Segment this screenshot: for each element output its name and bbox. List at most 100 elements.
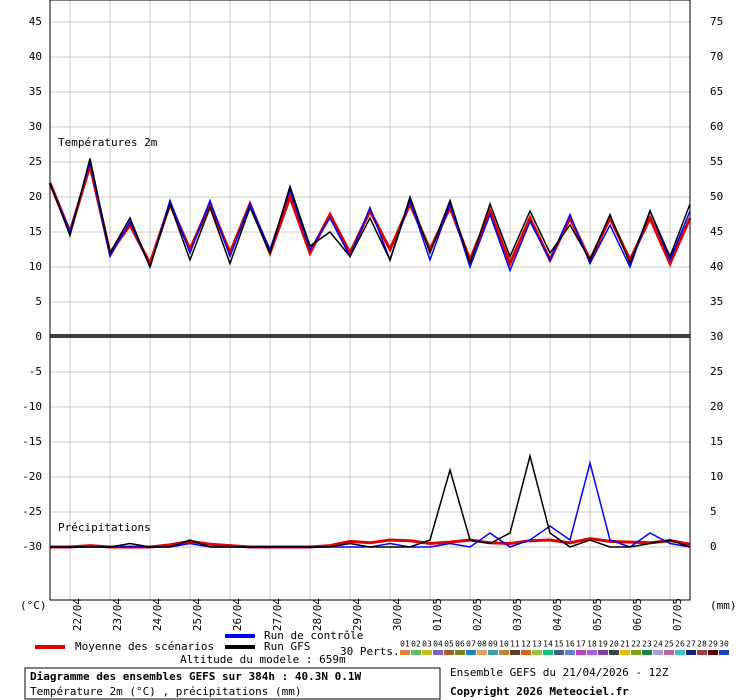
pert-label: 05 xyxy=(444,640,454,649)
plot-frame xyxy=(49,0,691,601)
pert-label: 25 xyxy=(664,640,674,649)
pert-label: 28 xyxy=(697,640,707,649)
x-tick-label: 24/04 xyxy=(151,598,164,631)
pert-label: 04 xyxy=(433,640,443,649)
x-tick-label: 23/04 xyxy=(111,598,124,631)
pert-swatch xyxy=(664,650,674,655)
run-info: Ensemble GEFS du 21/04/2026 - 12Z xyxy=(450,666,669,679)
pert-label: 24 xyxy=(653,640,663,649)
pert-label: 21 xyxy=(620,640,630,649)
pert-swatch xyxy=(598,650,608,655)
y-tick-label: 10 xyxy=(29,260,42,273)
y-tick-label: -15 xyxy=(22,435,42,448)
y2-tick-label: 55 xyxy=(710,155,723,168)
pert-swatch xyxy=(543,650,553,655)
pert-swatch xyxy=(587,650,597,655)
y-tick-label: 45 xyxy=(29,15,42,28)
copyright: Copyright 2026 Meteociel.fr xyxy=(450,685,629,698)
pert-swatch xyxy=(576,650,586,655)
x-tick-label: 05/05 xyxy=(591,598,604,631)
pert-label: 26 xyxy=(675,640,685,649)
pert-swatch xyxy=(455,650,465,655)
y2-tick-label: 30 xyxy=(710,330,723,343)
pert-swatch xyxy=(521,650,531,655)
y2-tick-label: 65 xyxy=(710,85,723,98)
subtitle: Température 2m (°C) , précipitations (mm… xyxy=(30,685,302,698)
y-tick-label: -25 xyxy=(22,505,42,518)
y2-tick-label: 70 xyxy=(710,50,723,63)
pert-label: 01 xyxy=(400,640,410,649)
y-tick-label: 35 xyxy=(29,85,42,98)
pert-label: 07 xyxy=(466,640,476,649)
y2-tick-label: 50 xyxy=(710,190,723,203)
y-tick-label: 0 xyxy=(35,330,42,343)
pert-swatch xyxy=(510,650,520,655)
y-tick-label: -30 xyxy=(22,540,42,553)
y2-tick-label: 25 xyxy=(710,365,723,378)
pert-swatch xyxy=(488,650,498,655)
y-tick-label: 40 xyxy=(29,50,42,63)
pert-swatch xyxy=(686,650,696,655)
x-tick-label: 06/05 xyxy=(631,598,644,631)
pert-label: 03 xyxy=(422,640,432,649)
pert-label: 16 xyxy=(565,640,575,649)
pert-swatch xyxy=(433,650,443,655)
y-tick-label: -10 xyxy=(22,400,42,413)
y-tick-label: 15 xyxy=(29,225,42,238)
pert-label: 30 xyxy=(719,640,729,649)
y-tick-label: -20 xyxy=(22,470,42,483)
pert-swatch xyxy=(400,650,410,655)
pert-swatch xyxy=(422,650,432,655)
series-line xyxy=(49,158,691,270)
legend-label: Run GFS xyxy=(264,640,310,653)
pert-label: 18 xyxy=(587,640,597,649)
y2-axis-unit: (mm) xyxy=(710,599,737,612)
y-tick-label: 25 xyxy=(29,155,42,168)
pert-label: 11 xyxy=(510,640,520,649)
altitude: Altitude du modele : 659m xyxy=(180,653,346,666)
pert-swatch xyxy=(477,650,487,655)
title: Diagramme des ensembles GEFS sur 384h : … xyxy=(30,670,362,683)
y2-tick-label: 15 xyxy=(710,435,723,448)
pert-label: 20 xyxy=(609,640,619,649)
y2-tick-label: 40 xyxy=(710,260,723,273)
pert-label: 29 xyxy=(708,640,718,649)
pert-label: 13 xyxy=(532,640,542,649)
y2-tick-label: 75 xyxy=(710,15,723,28)
pert-swatch xyxy=(708,650,718,655)
y-tick-label: -5 xyxy=(29,365,42,378)
x-tick-label: 03/05 xyxy=(511,598,524,631)
y-tick-label: 20 xyxy=(29,190,42,203)
pert-swatch xyxy=(719,650,729,655)
pert-label: 23 xyxy=(642,640,652,649)
pert-label: 27 xyxy=(686,640,696,649)
x-tick-label: 01/05 xyxy=(431,598,444,631)
y-tick-label: 30 xyxy=(29,120,42,133)
y2-tick-label: 10 xyxy=(710,470,723,483)
x-tick-label: 28/04 xyxy=(311,598,324,631)
y2-tick-label: 35 xyxy=(710,295,723,308)
y2-tick-label: 20 xyxy=(710,400,723,413)
pert-swatch xyxy=(609,650,619,655)
pert-swatch xyxy=(444,650,454,655)
y-tick-label: 5 xyxy=(35,295,42,308)
pert-label: 17 xyxy=(576,640,586,649)
x-tick-label: 07/05 xyxy=(671,598,684,631)
x-tick-label: 27/04 xyxy=(271,598,284,631)
panel-label: Températures 2m xyxy=(58,136,158,149)
x-tick-label: 30/04 xyxy=(391,598,404,631)
pert-label: 08 xyxy=(477,640,487,649)
pert-swatch xyxy=(620,650,630,655)
pert-swatch xyxy=(675,650,685,655)
pert-label: 06 xyxy=(455,640,465,649)
pert-swatch xyxy=(532,650,542,655)
x-tick-label: 25/04 xyxy=(191,598,204,631)
pert-swatch xyxy=(642,650,652,655)
pert-label: 14 xyxy=(543,640,553,649)
x-tick-label: 26/04 xyxy=(231,598,244,631)
legend-label: Run de contrôle xyxy=(264,629,363,642)
y2-tick-label: 0 xyxy=(710,540,717,553)
x-tick-label: 29/04 xyxy=(351,598,364,631)
pert-swatch xyxy=(554,650,564,655)
